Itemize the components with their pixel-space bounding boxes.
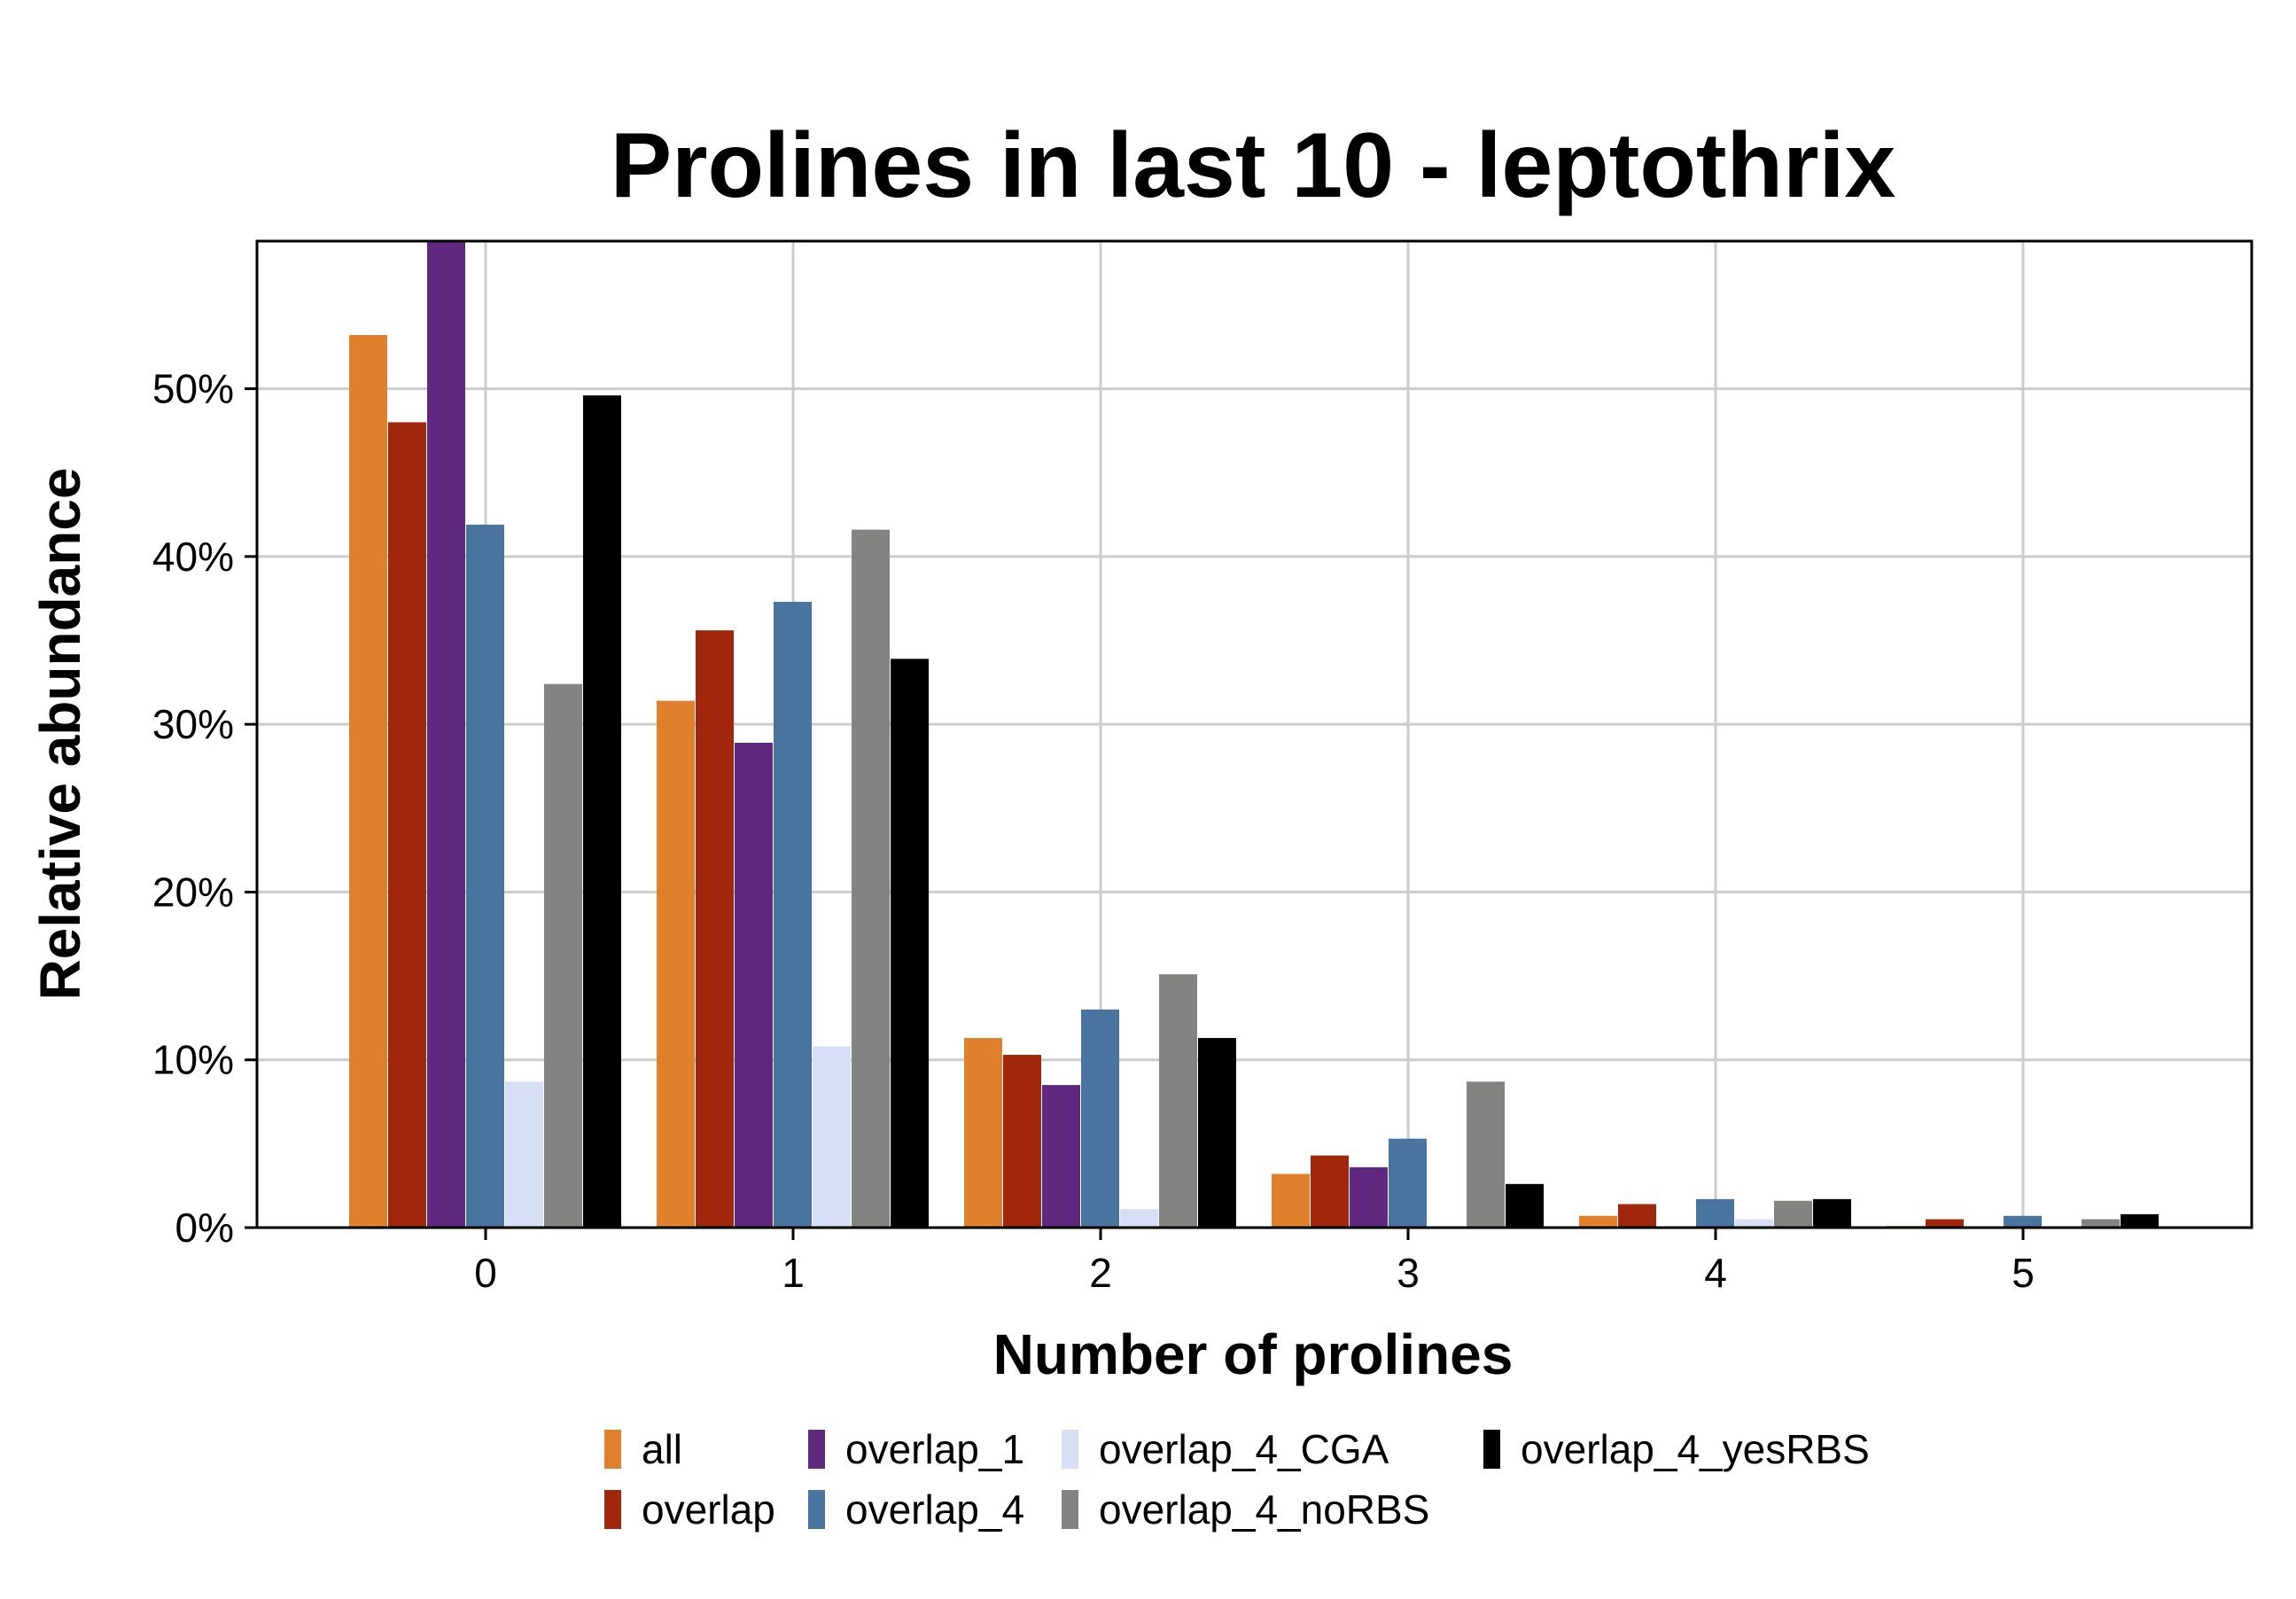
y-tick-label: 20% [152,869,234,915]
x-axis: 0 1 2 3 4 5 [474,1228,2035,1296]
legend-swatch [604,1490,621,1529]
bar [1735,1219,1773,1228]
y-tick-label: 50% [152,366,234,412]
legend-swatch [1483,1430,1500,1469]
bar [1389,1138,1427,1228]
bar [735,742,773,1228]
bar [1506,1183,1544,1228]
bar [657,700,695,1228]
bar [696,630,734,1228]
legend-label: all [642,1426,682,1472]
x-tick-label: 3 [1397,1250,1420,1296]
y-tick-label: 30% [152,701,234,747]
legend-label: overlap [642,1486,775,1533]
bar [2004,1215,2042,1228]
bar [544,683,582,1228]
x-tick-label: 2 [1089,1250,1112,1296]
bar [1272,1174,1310,1228]
bar [1120,1209,1158,1228]
bar [2121,1213,2159,1228]
x-tick-label: 0 [474,1250,497,1296]
bar [1579,1215,1617,1228]
bar [1159,974,1197,1228]
x-axis-title: Number of prolines [993,1322,1514,1386]
bar [1350,1166,1388,1228]
chart-title: Prolines in last 10 - leptothrix [611,114,1896,217]
bar [1926,1219,1964,1228]
legend: all overlap overlap_1 overlap_4 overlap_4_CG… [604,1426,1870,1533]
x-tick-label: 1 [782,1250,805,1296]
bar [964,1038,1002,1228]
bar [583,395,621,1228]
bar [1311,1155,1349,1228]
bar [1198,1038,1236,1228]
y-tick-label: 10% [152,1037,234,1083]
legend-label: overlap_4_CGA [1099,1426,1389,1472]
legend-swatch [1062,1430,1078,1469]
x-tick-label: 4 [1704,1250,1727,1296]
legend-swatch [1062,1490,1078,1529]
legend-label: overlap_4_yesRBS [1521,1426,1870,1472]
bar [1003,1055,1041,1228]
bar [466,524,504,1228]
legend-label: overlap_4_noRBS [1099,1486,1429,1533]
legend-label: overlap_4 [845,1486,1024,1533]
legend-label: overlap_1 [845,1426,1024,1472]
bar [1081,1009,1119,1228]
y-axis: 0% 10% 20% 30% 40% 50% [152,366,257,1251]
x-tick-label: 5 [2012,1250,2035,1296]
bar [891,659,929,1228]
bar [349,335,387,1228]
bar [1042,1085,1080,1228]
plot-frame [255,239,2253,1229]
y-tick-label: 0% [175,1205,234,1251]
bar [388,422,426,1228]
y-tick-label: 40% [152,534,234,580]
bar [1618,1204,1656,1228]
bar [813,1046,851,1228]
bar [505,1081,543,1228]
bar [427,241,465,1228]
bar [1813,1198,1851,1228]
bar [1774,1200,1812,1228]
legend-swatch [808,1430,825,1469]
bar [2082,1219,2120,1228]
y-axis-title: Relative abundance [28,467,92,1000]
bar [1467,1081,1505,1228]
bar [1696,1198,1734,1228]
legend-swatch [808,1490,825,1529]
bar [774,601,812,1228]
bar [852,529,890,1228]
bars [349,241,2159,1228]
legend-swatch [604,1430,621,1469]
